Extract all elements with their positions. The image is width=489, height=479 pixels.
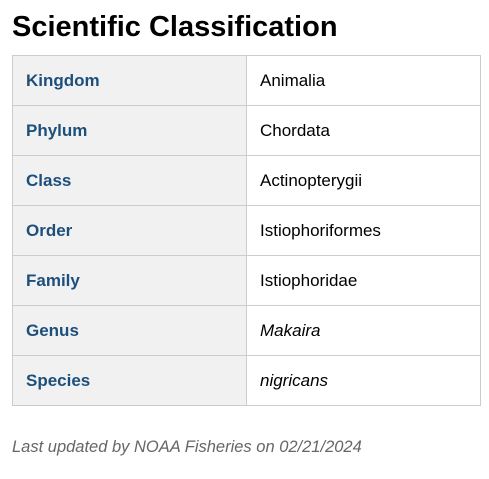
rank-label-kingdom: Kingdom (12, 55, 247, 106)
last-updated-note: Last updated by NOAA Fisheries on 02/21/… (12, 438, 362, 456)
classification-table: Kingdom Animalia Phylum Chordata Class A… (12, 55, 481, 406)
rank-label-phylum: Phylum (12, 105, 247, 156)
rank-value-order: Istiophoriformes (246, 205, 481, 256)
table-row: Family Istiophoridae (12, 255, 481, 306)
rank-label-order: Order (12, 205, 247, 256)
table-row: Class Actinopterygii (12, 155, 481, 206)
rank-value-kingdom: Animalia (246, 55, 481, 106)
table-row: Genus Makaira (12, 305, 481, 356)
rank-label-genus: Genus (12, 305, 247, 356)
table-row: Kingdom Animalia (12, 55, 481, 106)
rank-value-species: nigricans (246, 355, 481, 406)
rank-value-class: Actinopterygii (246, 155, 481, 206)
table-row: Species nigricans (12, 355, 481, 406)
rank-label-class: Class (12, 155, 247, 206)
page-title: Scientific Classification (12, 11, 338, 43)
rank-value-phylum: Chordata (246, 105, 481, 156)
rank-value-genus: Makaira (246, 305, 481, 356)
rank-label-species: Species (12, 355, 247, 406)
table-row: Order Istiophoriformes (12, 205, 481, 256)
rank-label-family: Family (12, 255, 247, 306)
table-row: Phylum Chordata (12, 105, 481, 156)
rank-value-family: Istiophoridae (246, 255, 481, 306)
